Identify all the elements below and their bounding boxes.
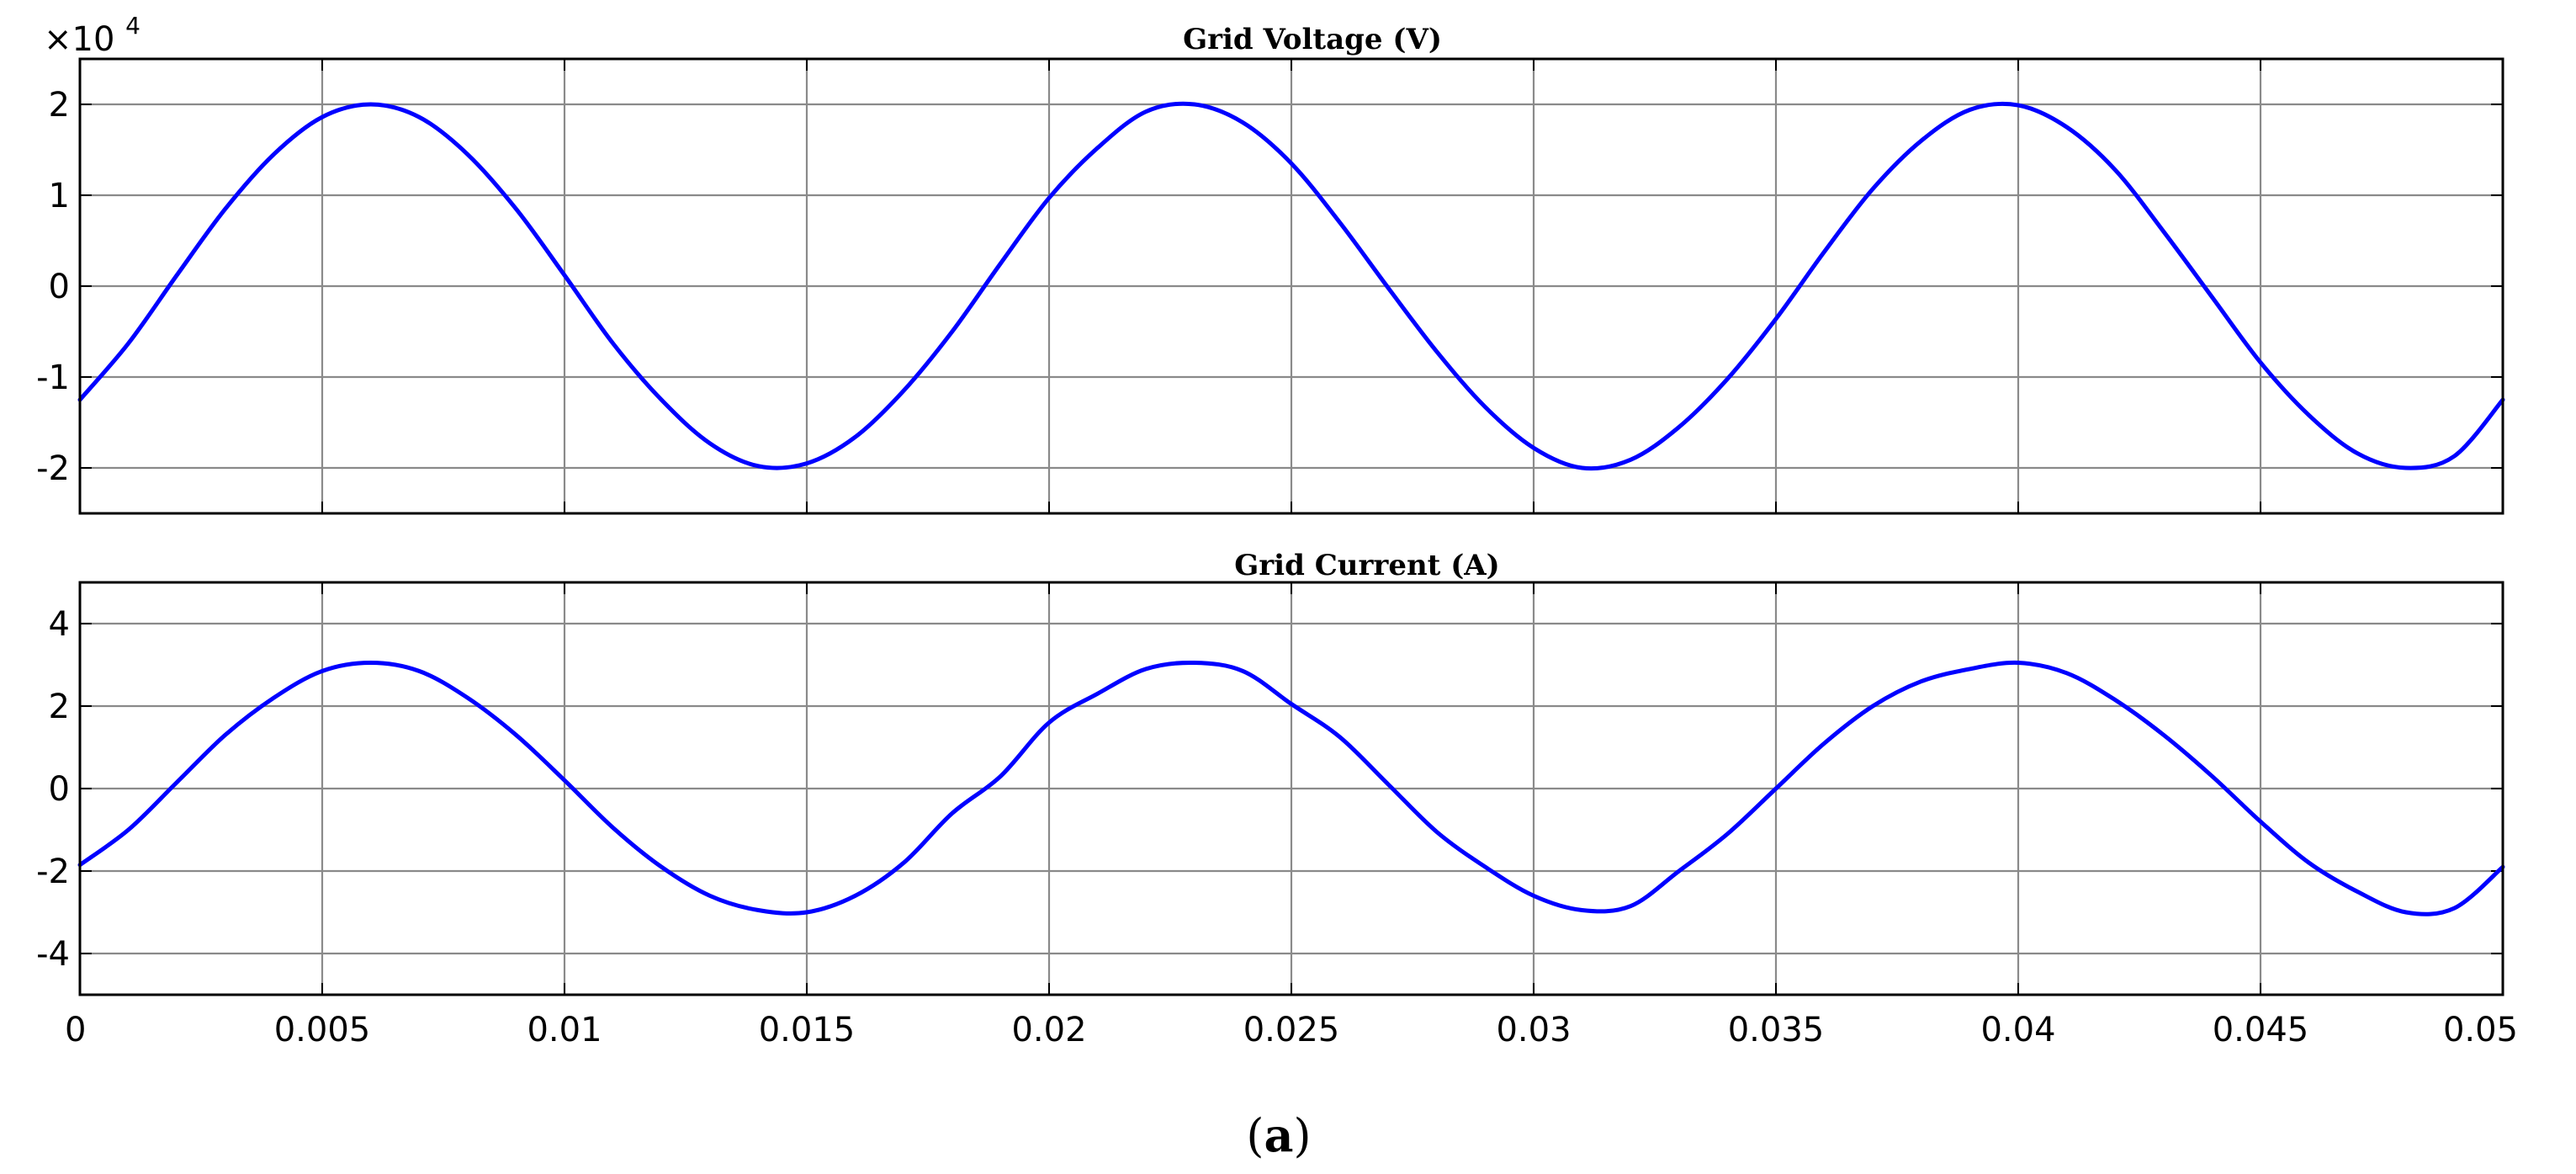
- voltage-y-tick-label: 0: [49, 268, 70, 306]
- current-x-tick-label: 0.05: [2443, 1011, 2518, 1049]
- voltage-panel: Grid Voltage (V) ×10 4 -2 -1 0 1 2: [36, 12, 2505, 515]
- caption-close-paren: ): [1294, 1109, 1312, 1162]
- current-x-tick-label: 0.005: [274, 1011, 371, 1049]
- voltage-axes-frame: [78, 57, 2504, 515]
- current-series-line: [77, 660, 2505, 916]
- current-y-tick-labels: -4 -2 0 2 4: [36, 605, 70, 974]
- current-x-tick-label: 0.025: [1243, 1011, 1340, 1049]
- voltage-series-line: [77, 101, 2505, 471]
- voltage-y-multiplier-exponent: 4: [125, 12, 140, 40]
- current-y-tick-label: -4: [36, 935, 70, 974]
- current-axes-frame: [78, 581, 2504, 996]
- current-x-tick-label: 0.035: [1728, 1011, 1825, 1049]
- voltage-y-tick-labels: -2 -1 0 1 2: [36, 86, 70, 488]
- voltage-series: [77, 101, 2505, 471]
- current-x-tick-label: 0: [65, 1011, 86, 1049]
- current-chart-title: Grid Current (A): [1234, 549, 1500, 582]
- voltage-chart-title: Grid Voltage (V): [1183, 23, 1442, 56]
- voltage-grid: [80, 59, 2503, 513]
- current-y-tick-label: 4: [49, 605, 70, 644]
- voltage-y-multiplier-base: ×10: [44, 20, 114, 59]
- voltage-y-tick-label: -2: [36, 449, 70, 488]
- current-y-tick-label: 0: [49, 770, 70, 809]
- figure-caption: (a): [1246, 1108, 1311, 1162]
- current-grid: [80, 582, 2503, 995]
- caption-letter: a: [1264, 1108, 1294, 1162]
- current-panel: Grid Current (A) -4 -2 0 2 4 0 0.005 0.01 0.015…: [36, 549, 2518, 1049]
- caption-open-paren: (: [1246, 1109, 1264, 1162]
- current-x-tick-label: 0.015: [759, 1011, 856, 1049]
- current-y-tick-label: -2: [36, 853, 70, 891]
- voltage-y-multiplier: ×10 4: [44, 12, 140, 59]
- voltage-y-tick-label: 1: [49, 177, 70, 215]
- current-x-tick-label: 0.02: [1011, 1011, 1086, 1049]
- current-x-tick-label: 0.03: [1496, 1011, 1571, 1049]
- voltage-y-tick-label: 2: [49, 86, 70, 125]
- current-series: [77, 660, 2505, 916]
- current-x-tick-labels: 0 0.005 0.01 0.015 0.02 0.025 0.03 0.035 0.04 0.0…: [65, 1011, 2518, 1049]
- voltage-y-tick-label: -1: [36, 359, 70, 397]
- current-x-tick-label: 0.01: [527, 1011, 602, 1049]
- current-x-tick-label: 0.04: [1980, 1011, 2055, 1049]
- current-y-tick-label: 2: [49, 688, 70, 726]
- current-x-tick-label: 0.045: [2213, 1011, 2309, 1049]
